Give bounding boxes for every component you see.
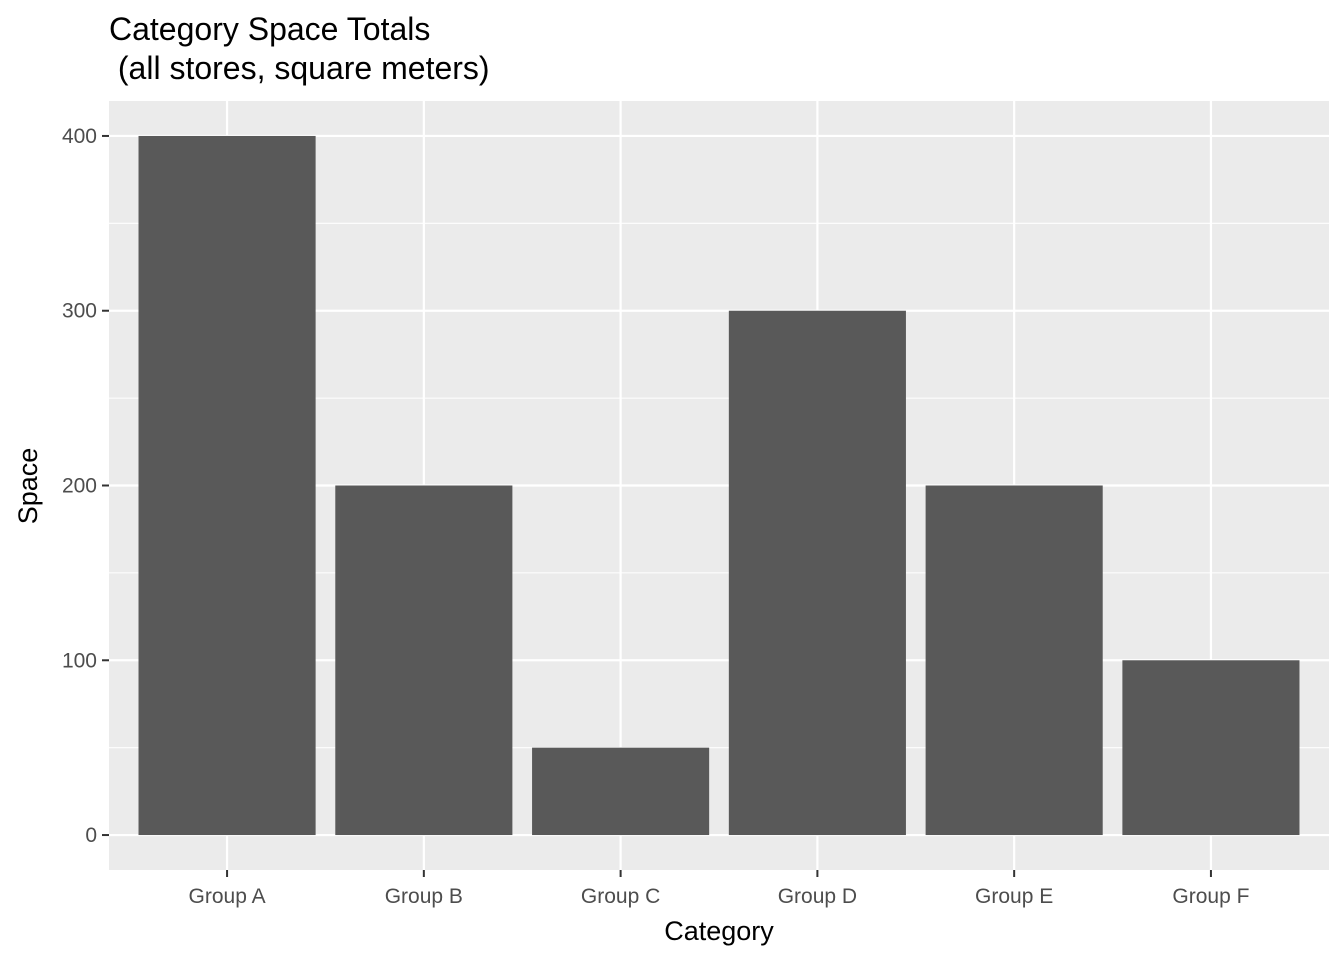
bar-group-c: [532, 747, 710, 836]
bar-group-d: [728, 310, 906, 836]
y-tick-label: 300: [62, 300, 97, 323]
bar-group-e: [925, 485, 1103, 836]
x-tick-label: Group B: [385, 885, 463, 908]
x-tick-label: Group E: [975, 885, 1053, 908]
x-tick-label: Group A: [189, 885, 266, 908]
y-tick-label: 200: [62, 475, 97, 498]
x-axis-title: Category: [664, 916, 774, 946]
chart-title-line-1: Category Space Totals: [109, 11, 430, 47]
x-tick-label: Group D: [778, 885, 857, 908]
bars: [138, 135, 1300, 836]
y-tick-label: 400: [62, 125, 97, 148]
bar-group-b: [335, 485, 513, 836]
bar-group-f: [1122, 660, 1300, 836]
bar-group-a: [138, 135, 316, 836]
x-tick-label: Group C: [581, 885, 660, 908]
y-axis: 0 100 200 300 400: [62, 125, 109, 847]
y-axis-title: Space: [13, 448, 43, 525]
x-tick-label: Group F: [1172, 885, 1249, 908]
y-tick-label: 100: [62, 649, 97, 672]
chart-title-line-2: (all stores, square meters): [109, 50, 490, 86]
y-tick-label: 0: [85, 824, 97, 847]
x-axis: Group A Group B Group C Group D Group E Group…: [189, 870, 1249, 908]
